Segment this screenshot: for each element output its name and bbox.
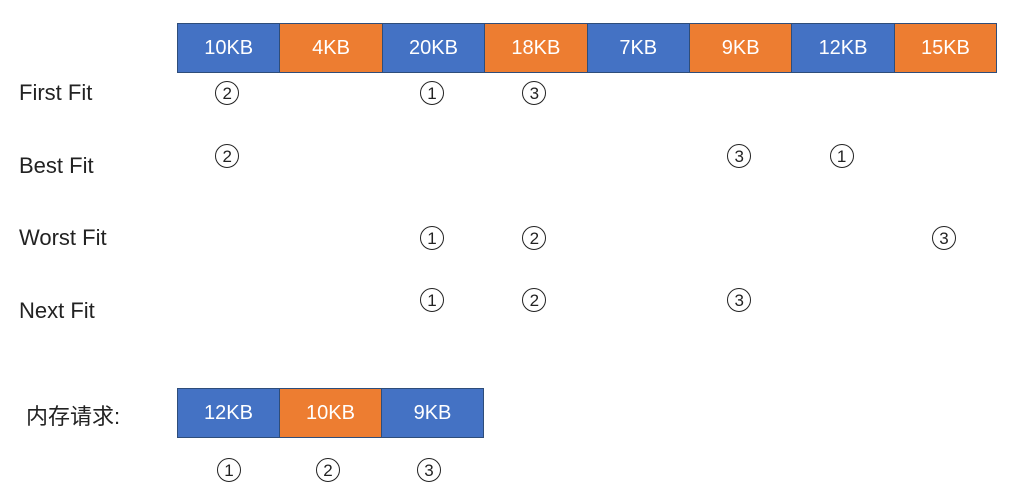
memory-block: 4KB (280, 24, 383, 72)
request-number-marker: 3 (417, 458, 441, 482)
allocation-marker: 2 (522, 226, 547, 250)
requests-label: 内存请求: (26, 404, 121, 429)
strategy-label-worst-fit: Worst Fit (19, 225, 107, 250)
strategy-label-best-fit: Best Fit (19, 153, 94, 178)
allocation-marker: 1 (420, 81, 444, 105)
request-number-marker: 1 (217, 458, 241, 482)
memory-block: 20KB (382, 24, 486, 72)
request-blocks-row: 12KB 10KB 9KB (177, 388, 484, 438)
request-block: 12KB (178, 389, 280, 437)
allocation-marker: 2 (522, 288, 547, 312)
allocation-marker: 2 (215, 144, 240, 168)
allocation-marker: 1 (829, 144, 854, 168)
allocation-marker: 3 (522, 81, 547, 105)
allocation-marker: 2 (215, 81, 240, 105)
allocation-marker: 3 (932, 226, 956, 250)
allocation-marker: 3 (727, 144, 752, 168)
strategy-label-next-fit: Next Fit (19, 298, 95, 323)
memory-block: 7KB (587, 24, 690, 72)
request-block: 9KB (382, 389, 484, 437)
request-number-marker: 2 (316, 458, 340, 482)
memory-block: 10KB (178, 24, 281, 72)
allocation-marker: 3 (727, 288, 752, 312)
memory-block: 15KB (894, 24, 998, 72)
memory-block: 18KB (485, 24, 588, 72)
request-block: 10KB (280, 389, 382, 437)
allocation-marker: 1 (420, 226, 444, 250)
strategy-label-first-fit: First Fit (19, 80, 93, 105)
memory-block: 12KB (792, 24, 895, 72)
memory-block: 9KB (689, 24, 793, 72)
memory-blocks-row: 10KB 4KB 20KB 18KB 7KB 9KB 12KB 15KB (177, 23, 998, 73)
allocation-marker: 1 (420, 288, 444, 312)
